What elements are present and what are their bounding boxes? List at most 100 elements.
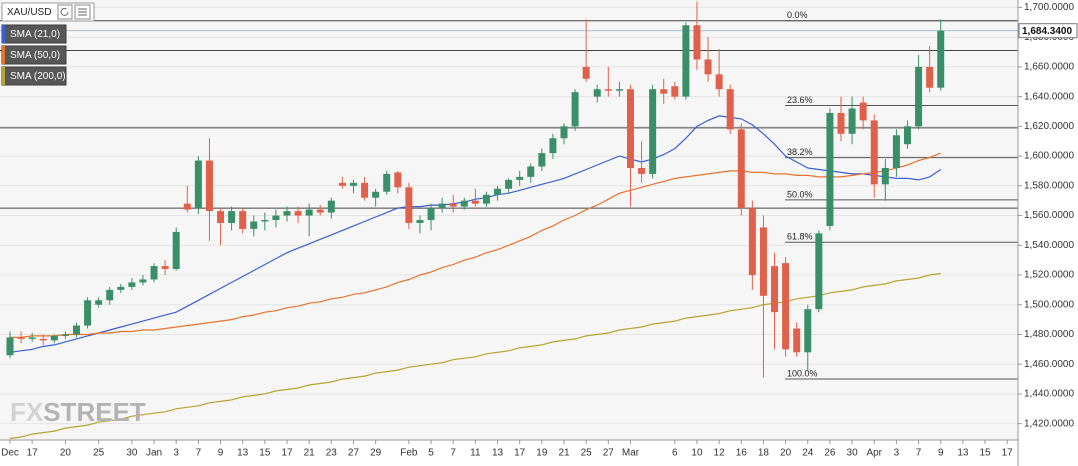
candle-body bbox=[494, 188, 502, 195]
y-tick-label: 1,540.0000 bbox=[1024, 240, 1074, 251]
candle-body bbox=[161, 266, 169, 270]
grid bbox=[0, 6, 1018, 425]
candle-body bbox=[837, 112, 845, 134]
candle-body bbox=[228, 211, 236, 223]
legend-label: SMA (21,0) bbox=[10, 29, 60, 40]
x-tick-label: 17 bbox=[514, 448, 526, 459]
x-tick-label: 24 bbox=[802, 448, 814, 459]
candle-body bbox=[726, 89, 734, 130]
x-tick-label: 16 bbox=[736, 448, 748, 459]
candle-body bbox=[61, 334, 69, 336]
candle-body bbox=[604, 89, 612, 91]
candle-body bbox=[217, 211, 225, 223]
legend-items: SMA (21,0) SMA (50,0) SMA (200,0) bbox=[1, 24, 67, 86]
candle-body bbox=[527, 166, 535, 177]
y-tick-label: 1,620.0000 bbox=[1024, 121, 1074, 132]
candle-body bbox=[937, 30, 945, 88]
candle-body bbox=[449, 203, 457, 207]
candle-body bbox=[194, 160, 202, 209]
x-tick-label: 17 bbox=[1002, 448, 1014, 459]
y-tick-label: 1,420.0000 bbox=[1024, 418, 1074, 429]
fib-label: 0.0% bbox=[787, 10, 808, 20]
x-tick-label: 15 bbox=[259, 448, 271, 459]
x-tick-label: 23 bbox=[326, 448, 338, 459]
y-tick-label: 1,580.0000 bbox=[1024, 180, 1074, 191]
legend-swatch bbox=[2, 46, 5, 64]
fib-label: 50.0% bbox=[787, 189, 813, 199]
candle-body bbox=[870, 120, 878, 185]
x-tick-label: 26 bbox=[824, 448, 836, 459]
x-tick-label: 10 bbox=[691, 448, 703, 459]
candle-body bbox=[881, 167, 889, 185]
candle-body bbox=[405, 187, 413, 223]
fib-label: 23.6% bbox=[787, 95, 813, 105]
candle-body bbox=[915, 66, 923, 127]
y-tick-label: 1,660.0000 bbox=[1024, 62, 1074, 73]
candle-body bbox=[771, 266, 779, 313]
candle-body bbox=[516, 176, 524, 180]
x-tick-label: 3 bbox=[894, 448, 900, 459]
candle-body bbox=[782, 263, 790, 350]
candle-body bbox=[283, 211, 291, 216]
x-tick-label: Jan bbox=[146, 448, 162, 459]
candle-body bbox=[106, 289, 114, 301]
candle-body bbox=[372, 191, 380, 198]
x-tick-label: Dec bbox=[1, 448, 19, 459]
x-tick-label: 21 bbox=[304, 448, 316, 459]
candle-body bbox=[892, 135, 900, 168]
candle-body bbox=[715, 74, 723, 90]
candle-body bbox=[39, 338, 47, 341]
candle-body bbox=[383, 173, 391, 192]
x-tick-label: Mar bbox=[622, 448, 640, 459]
candle-body bbox=[261, 220, 269, 222]
candle-body bbox=[571, 92, 579, 127]
last-price-box bbox=[1018, 23, 1078, 39]
candle-body bbox=[593, 89, 601, 97]
candle-body bbox=[460, 200, 468, 207]
x-tick-label: 13 bbox=[237, 448, 249, 459]
candle-body bbox=[84, 300, 92, 326]
candle-body bbox=[28, 337, 36, 339]
y-tick-label: 1,460.0000 bbox=[1024, 359, 1074, 370]
candle-body bbox=[427, 208, 435, 220]
refresh-icon bbox=[60, 7, 69, 16]
x-tick-label: 20 bbox=[60, 448, 72, 459]
candle-body bbox=[704, 59, 712, 75]
candle-body bbox=[848, 108, 856, 134]
x-tick-label: 25 bbox=[93, 448, 105, 459]
y-tick-label: 1,480.0000 bbox=[1024, 329, 1074, 340]
x-axis-area bbox=[0, 440, 1018, 466]
y-tick-label: 1,500.0000 bbox=[1024, 299, 1074, 310]
x-tick-label: 18 bbox=[758, 448, 770, 459]
candle-body bbox=[793, 328, 801, 353]
symbol-label: XAU/USD bbox=[7, 7, 51, 18]
candle-body bbox=[671, 86, 679, 97]
candle-body bbox=[660, 89, 668, 94]
watermark-fx: FX bbox=[10, 397, 44, 427]
candle-body bbox=[737, 129, 745, 209]
x-tick-label: 9 bbox=[938, 448, 944, 459]
refresh-button[interactable] bbox=[57, 4, 73, 20]
candle-body bbox=[394, 172, 402, 188]
candle-body bbox=[294, 211, 302, 216]
candle-body bbox=[471, 200, 479, 204]
x-tick-label: 30 bbox=[847, 448, 859, 459]
x-tick-label: 7 bbox=[196, 448, 202, 459]
candle-body bbox=[682, 25, 690, 97]
candle-body bbox=[560, 126, 568, 139]
sma-line bbox=[10, 152, 941, 338]
candle-body bbox=[327, 200, 335, 213]
x-tick-label: 7 bbox=[916, 448, 922, 459]
candle-body bbox=[150, 266, 158, 280]
candle-body bbox=[305, 209, 313, 216]
candle-body bbox=[349, 182, 357, 186]
legend-swatch bbox=[2, 67, 5, 85]
settings-icon bbox=[78, 8, 87, 16]
candles bbox=[6, 1, 945, 378]
y-tick-label: 1,640.0000 bbox=[1024, 91, 1074, 102]
x-tick-label: 17 bbox=[27, 448, 39, 459]
candle-body bbox=[815, 233, 823, 310]
candle-body bbox=[6, 337, 14, 356]
candle-body bbox=[926, 66, 934, 88]
